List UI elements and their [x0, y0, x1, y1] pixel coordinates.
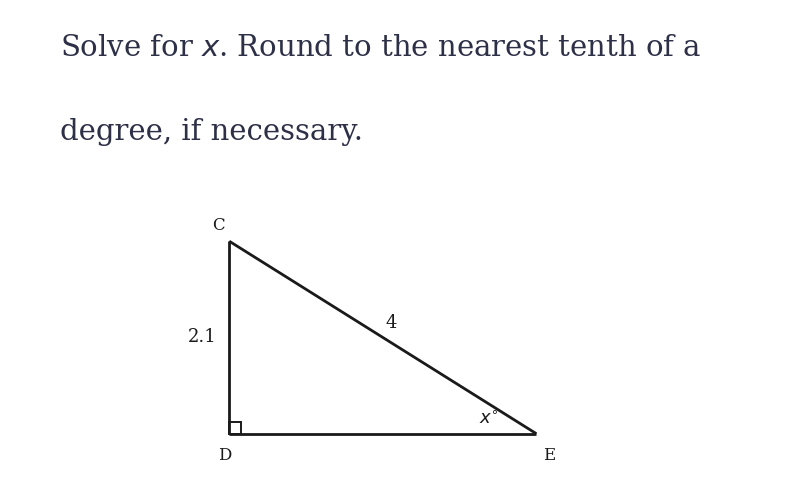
- Text: E: E: [543, 447, 555, 465]
- Text: D: D: [218, 447, 231, 465]
- Text: 4: 4: [386, 315, 398, 333]
- Bar: [230, 422, 241, 434]
- Text: 2.1: 2.1: [188, 328, 217, 346]
- Text: $x^{\circ}$: $x^{\circ}$: [478, 410, 498, 428]
- Text: Solve for $\it{x}$. Round to the nearest tenth of a: Solve for $\it{x}$. Round to the nearest…: [60, 34, 702, 62]
- Text: degree, if necessary.: degree, if necessary.: [60, 118, 363, 146]
- Text: C: C: [212, 217, 225, 234]
